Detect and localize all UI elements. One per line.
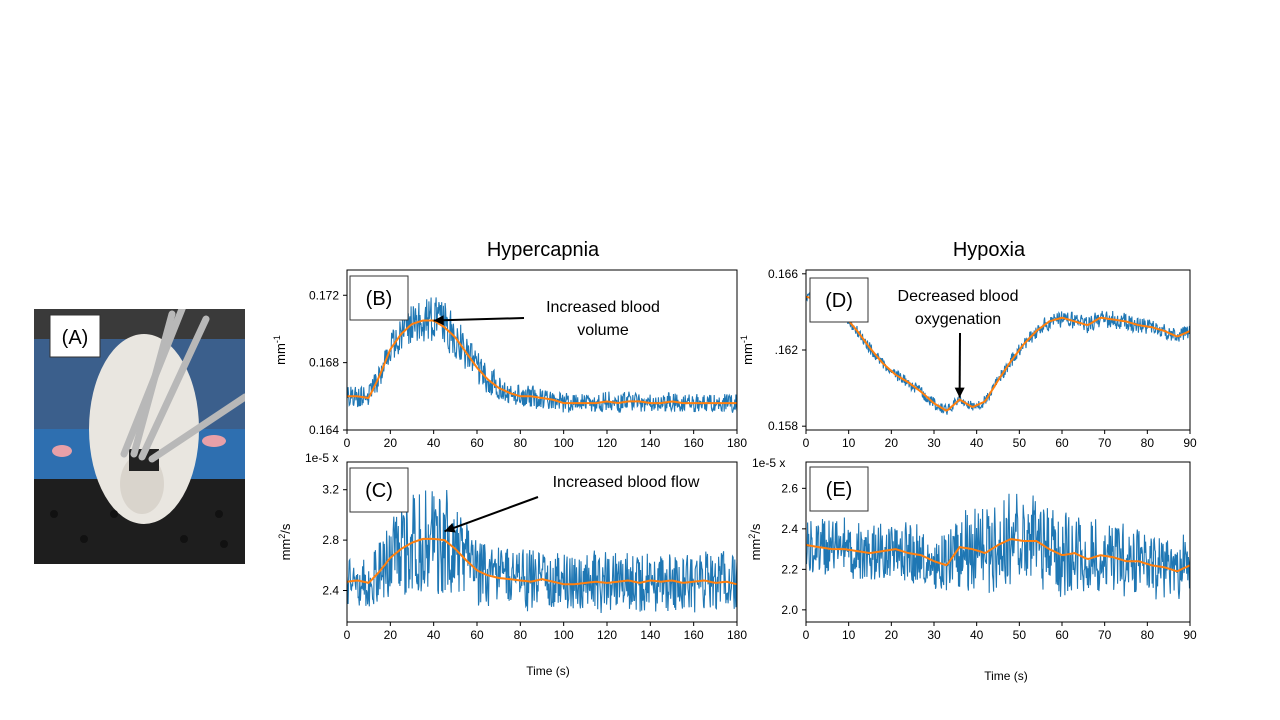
panel-label-d: (D) — [825, 290, 853, 312]
y-axis-label-e: mm2/s — [747, 523, 763, 560]
panel-label-box-b — [349, 275, 409, 321]
panel-label-box-d — [809, 277, 869, 323]
y-tick-label-c: 2.8 — [322, 533, 339, 547]
plot-frame-e — [805, 461, 1191, 623]
annotation-arrow-c — [444, 496, 539, 533]
annotation-arrowhead-c — [444, 523, 456, 533]
raw-signal-b — [347, 297, 737, 413]
annotation-text-b: Increased blood — [546, 299, 660, 316]
x-tick-label-b: 160 — [684, 436, 704, 450]
x-tick-label-d: 10 — [842, 436, 856, 450]
x-tick-label-d: 90 — [1183, 436, 1197, 450]
chart-panel-d: 0 10 20 30 40 50 60 70 80 90 0.158 .162 0.166 mm-1 (D)… — [739, 267, 1197, 450]
plot-frame-b — [346, 269, 738, 431]
y-tick-label-e: 2.2 — [781, 562, 798, 576]
annotation-arrowhead-d — [954, 387, 965, 398]
x-tick-label-e: 30 — [927, 628, 941, 642]
scale-note-e: 1e-5 x — [752, 456, 785, 470]
x-tick-label-e: 40 — [970, 628, 984, 642]
chart-panel-b: 0 20 40 60 80 100 120 140 160 180 0.164 0.168 0.172 m… — [272, 269, 747, 450]
x-tick-label-d: 0 — [803, 436, 810, 450]
x-tick-label-c: 100 — [554, 628, 574, 642]
smoothed-line-e — [806, 538, 1190, 573]
x-tick-label-b: 0 — [344, 436, 351, 450]
panel-label-c: (C) — [365, 480, 393, 502]
x-tick-label-b: 80 — [514, 436, 528, 450]
x-tick-label-c: 0 — [344, 628, 351, 642]
chart-panel-c: 0 20 40 60 80 100 120 140 160 180 2.4 2.8 3.2 mm2/s 1e… — [277, 451, 747, 642]
x-tick-label-d: 40 — [970, 436, 984, 450]
annotation-arrowhead-b — [433, 315, 444, 326]
x-tick-label-b: 140 — [640, 436, 660, 450]
x-tick-label-b: 40 — [427, 436, 441, 450]
x-tick-label-d: 20 — [885, 436, 899, 450]
x-tick-label-b: 20 — [384, 436, 398, 450]
x-tick-label-c: 140 — [640, 628, 660, 642]
x-tick-label-d: 70 — [1098, 436, 1112, 450]
annotation-text-d: oxygenation — [915, 311, 1001, 328]
y-tick-label-b: 0.168 — [309, 356, 339, 370]
x-tick-label-d: 80 — [1141, 436, 1155, 450]
x-tick-label-c: 60 — [470, 628, 484, 642]
annotation-arrow-b — [433, 317, 525, 322]
raw-signal-c — [347, 489, 737, 614]
x-tick-label-c: 180 — [727, 628, 747, 642]
x-tick-label-c: 160 — [684, 628, 704, 642]
panel-label-e: (E) — [826, 479, 853, 501]
x-tick-label-e: 70 — [1098, 628, 1112, 642]
panel-label-a: (A) — [62, 327, 89, 349]
x-tick-label-e: 10 — [842, 628, 856, 642]
x-tick-label-e: 0 — [803, 628, 810, 642]
x-tick-label-b: 120 — [597, 436, 617, 450]
y-tick-label-e: 2.6 — [781, 481, 798, 495]
x-tick-label-e: 20 — [885, 628, 899, 642]
x-tick-label-b: 180 — [727, 436, 747, 450]
x-tick-label-e: 50 — [1013, 628, 1027, 642]
raw-signal-e — [806, 493, 1190, 600]
x-tick-label-d: 60 — [1055, 436, 1069, 450]
x-axis-label-left: Time (s) — [526, 664, 570, 678]
panel-label-box-e — [809, 466, 869, 512]
y-tick-label-d: 0.166 — [768, 267, 798, 281]
x-axis-label-right: Time (s) — [984, 669, 1028, 683]
annotation-text-d: Decreased blood — [898, 288, 1019, 305]
x-tick-label-c: 120 — [597, 628, 617, 642]
x-tick-label-e: 60 — [1055, 628, 1069, 642]
chart-panel-e: 0 10 20 30 40 50 60 70 80 90 2.0 2.2 2.4 2.6 mm2/s 1e-5… — [747, 456, 1197, 642]
x-tick-label-e: 80 — [1141, 628, 1155, 642]
x-tick-label-d: 30 — [927, 436, 941, 450]
y-tick-label-e: 2.4 — [781, 522, 798, 536]
x-tick-label-e: 90 — [1183, 628, 1197, 642]
y-tick-label-d: .162 — [775, 343, 799, 357]
plot-frame-c — [346, 461, 738, 623]
x-tick-label-b: 60 — [470, 436, 484, 450]
smoothed-line-c — [347, 537, 737, 586]
rat-probe-photo: (A) — [34, 309, 245, 564]
y-tick-label-b: 0.164 — [309, 423, 339, 437]
annotation-text-b: volume — [577, 322, 629, 339]
y-tick-label-b: 0.172 — [309, 288, 339, 302]
panel-label-b: (B) — [366, 288, 393, 310]
y-tick-label-c: 2.4 — [322, 584, 339, 598]
x-tick-label-b: 100 — [554, 436, 574, 450]
x-tick-label-c: 40 — [427, 628, 441, 642]
y-axis-label-b: mm-1 — [272, 335, 288, 365]
smoothed-line-b — [347, 319, 737, 405]
y-tick-label-c: 3.2 — [322, 483, 339, 497]
scale-note-c: 1e-5 x — [305, 451, 338, 465]
title-hypoxia: Hypoxia — [953, 239, 1026, 261]
title-hypercapnia: Hypercapnia — [487, 239, 600, 261]
x-tick-label-c: 20 — [384, 628, 398, 642]
panel-label-box-c — [349, 467, 409, 513]
annotation-text-c: Increased blood flow — [553, 474, 700, 491]
x-tick-label-c: 80 — [514, 628, 528, 642]
y-tick-label-d: 0.158 — [768, 419, 798, 433]
y-tick-label-e: 2.0 — [781, 603, 798, 617]
x-tick-label-d: 50 — [1013, 436, 1027, 450]
y-axis-label-d: mm-1 — [739, 335, 755, 365]
y-axis-label-c: mm2/s — [277, 523, 293, 560]
smoothed-line-d — [806, 295, 1190, 412]
